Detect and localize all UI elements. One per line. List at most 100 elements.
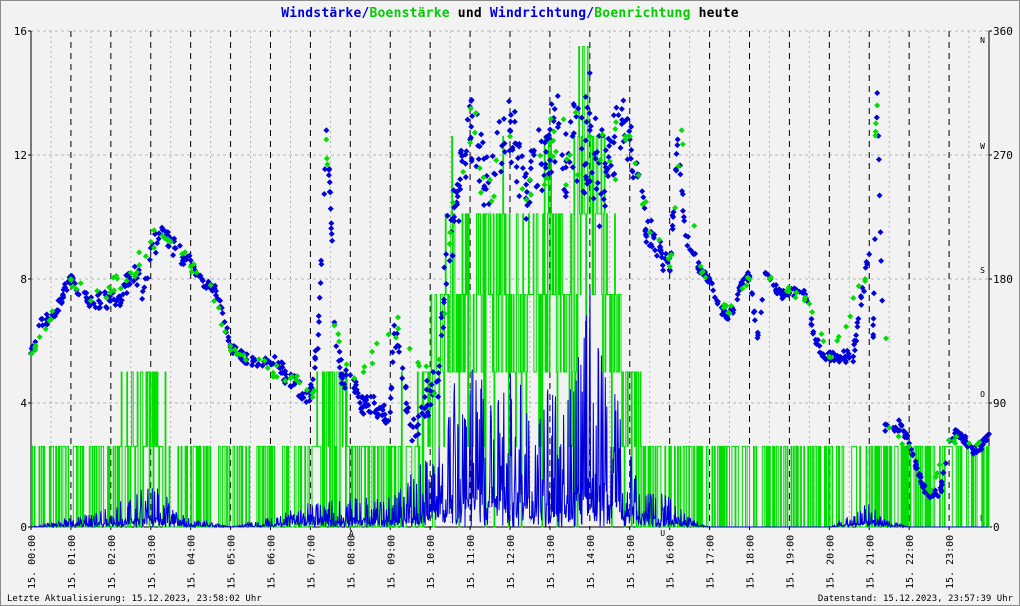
wind-direction-point (343, 367, 350, 374)
gust-direction-point (28, 350, 35, 357)
wind-direction-point (986, 431, 992, 437)
compass-label: O (980, 390, 985, 399)
right-tick-label: 360 (993, 25, 1013, 38)
wind-direction-point (681, 217, 688, 224)
wind-direction-point (646, 242, 653, 249)
gust-direction-point (395, 325, 402, 332)
wind-direction-point (618, 106, 625, 113)
x-tick-label: 15. 07:00 (306, 535, 317, 589)
title-heute: heute (690, 6, 739, 21)
wind-direction-point (628, 146, 635, 153)
wind-direction-point (187, 257, 194, 264)
wind-direction-point (602, 147, 609, 154)
gust-direction-point (946, 437, 953, 444)
wind-direction-point (669, 225, 676, 232)
wind-direction-point (546, 157, 553, 164)
wind-direction-point (336, 348, 343, 355)
gust-direction-point (151, 227, 158, 234)
gust-direction-point (563, 156, 570, 163)
wind-direction-point (341, 385, 348, 392)
wind-direction-point (427, 401, 434, 408)
wind-direction-point (123, 290, 130, 297)
gust-direction-point (632, 160, 639, 167)
gust-direction-point (360, 369, 367, 376)
gust-direction-point (537, 152, 544, 159)
wind-direction-point (611, 170, 618, 177)
wind-direction-point (778, 291, 785, 298)
gust-direction-point (786, 288, 793, 295)
wind-direction-point (331, 319, 338, 326)
wind-direction-point (440, 299, 447, 306)
wind-direction-point (523, 181, 530, 188)
wind-direction-point (970, 450, 977, 457)
wind-direction-point (112, 301, 119, 308)
wind-direction-point (249, 362, 256, 369)
wind-direction-point (339, 375, 346, 382)
gust-direction-point (739, 285, 746, 292)
x-tick-label: 15. 14:00 (586, 535, 597, 589)
wind-direction-point (754, 329, 761, 336)
wind-direction-point (840, 348, 847, 355)
gust-direction-point (431, 390, 438, 397)
x-tick-label: 15. 16:00 (666, 535, 677, 589)
wind-direction-point (468, 96, 475, 103)
wind-direction-point (427, 387, 434, 394)
wind-direction-point (534, 182, 541, 189)
compass-label: W (980, 142, 985, 151)
gust-direction-point (950, 437, 957, 444)
x-tick-label: 15. 00:00 (27, 535, 38, 589)
wind-direction-point (479, 139, 486, 146)
wind-direction-point (942, 460, 949, 467)
wind-direction-point (648, 217, 655, 224)
gust-direction-point (675, 163, 682, 170)
gust-direction-point (309, 394, 316, 401)
wind-direction-point (652, 247, 659, 254)
wind-direction-point (315, 331, 322, 338)
wind-direction-point (542, 164, 549, 171)
gust-direction-point (872, 132, 879, 139)
wind-direction-point (545, 170, 552, 177)
wind-direction-point (399, 365, 406, 372)
wind-direction-point (308, 384, 315, 391)
wind-direction-point (171, 235, 178, 242)
wind-direction-point (180, 261, 187, 268)
wind-direction-point (475, 142, 482, 149)
gust-direction-point (793, 289, 800, 296)
gust-direction-point (335, 331, 342, 338)
x-tick-label: 15. 09:00 (386, 535, 397, 589)
wind-direction-point (325, 172, 332, 179)
gust-direction-point (862, 276, 869, 282)
x-tick-label: 15. 20:00 (825, 535, 836, 589)
wind-direction-point (83, 297, 90, 304)
gust-direction-point (626, 133, 633, 140)
gust-direction-point (665, 255, 672, 262)
wind-direction-point (527, 165, 534, 172)
wind-direction-point (366, 408, 373, 415)
gust-direction-point (480, 174, 487, 181)
wind-direction-point (602, 160, 609, 167)
wind-direction-point (834, 353, 841, 360)
wind-direction-point (152, 249, 159, 256)
wind-direction-point (54, 307, 61, 314)
gust-direction-point (187, 263, 194, 270)
wind-direction-point (468, 123, 475, 130)
wind-direction-point (317, 280, 324, 287)
gust-direction-point (416, 362, 423, 369)
wind-direction-point (291, 381, 298, 388)
gust-direction-point (94, 287, 101, 294)
wind-direction-point (687, 246, 694, 253)
gust-direction-point (477, 189, 484, 196)
wind-direction-point (507, 127, 513, 134)
gust-direction-point (134, 269, 141, 276)
wind-direction-point (225, 337, 232, 344)
wind-direction-point (412, 433, 419, 440)
wind-direction-point (364, 393, 371, 400)
gust-direction-point (179, 250, 186, 257)
wind-direction-point (379, 404, 386, 411)
wind-direction-point (808, 316, 815, 323)
wind-direction-point (329, 237, 336, 244)
gust-direction-point (806, 300, 813, 307)
gust-direction-point (552, 148, 559, 155)
wind-direction-point (570, 130, 577, 137)
wind-direction-point (453, 189, 460, 196)
